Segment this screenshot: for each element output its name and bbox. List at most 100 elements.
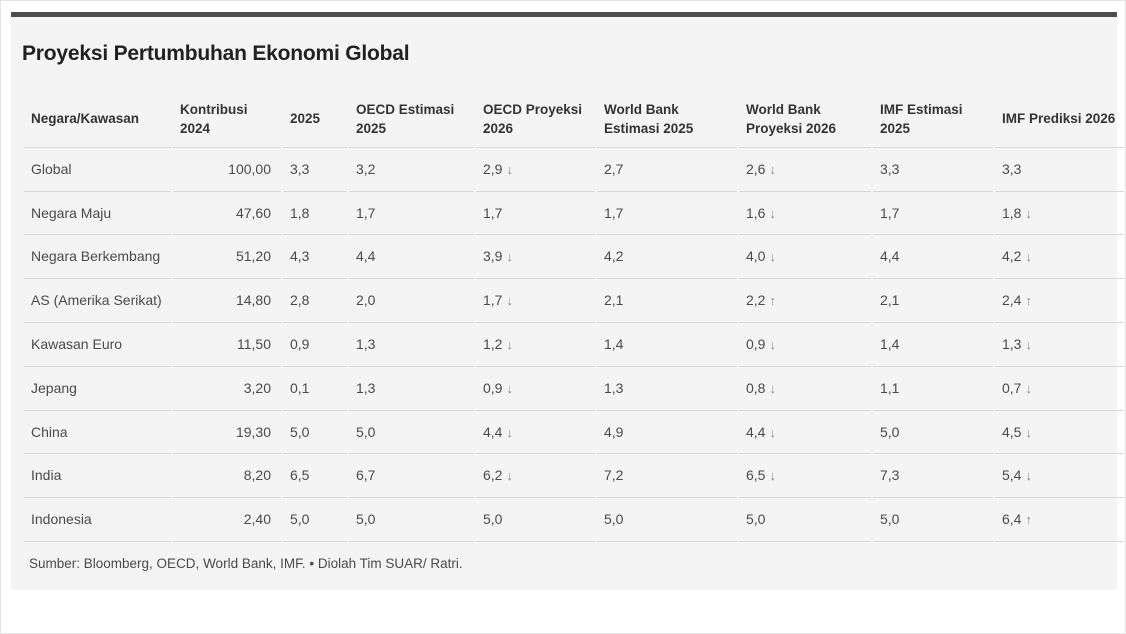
cell-value: 8,20 — [243, 467, 271, 484]
table-cell: 4,2 ↓ — [995, 235, 1124, 280]
projections-table: Negara/Kawasan Kontribusi 2024 2025 OECD Es… — [22, 93, 1126, 542]
cell-value: 2,40 — [243, 511, 271, 528]
cell-value: 1,3 — [356, 379, 376, 396]
cell-value: 2,2 — [746, 292, 766, 309]
source-note: Sumber: Bloomberg, OECD, World Bank, IMF… — [29, 555, 463, 571]
table-cell: 2,0 — [349, 279, 474, 323]
cell-value: 2,9 — [483, 160, 503, 177]
table-cell: 1,1 — [873, 367, 993, 411]
cell-value: 7,2 — [604, 467, 624, 484]
cell-value: 6,7 — [356, 467, 376, 484]
down-arrow-icon: ↓ — [506, 424, 513, 440]
table-cell: 2,7 — [597, 148, 737, 192]
cell-value: 1,8 — [290, 204, 310, 221]
table-cell: 1,8 — [283, 192, 347, 236]
down-arrow-icon: ↓ — [769, 468, 776, 484]
table-cell: 0,1 — [283, 367, 347, 411]
table-cell: 3,3 — [995, 148, 1124, 192]
cell-value: 2,6 — [746, 160, 766, 177]
cell-value: 5,0 — [290, 423, 310, 440]
table-cell: 4,2 — [597, 235, 737, 280]
cell-value: 4,4 — [356, 248, 376, 265]
table-cell: 5,0 — [739, 498, 871, 542]
cell-value: 5,0 — [880, 423, 900, 440]
down-arrow-icon: ↓ — [506, 293, 513, 309]
table-cell: 1,3 ↓ — [995, 323, 1124, 367]
cell-value: 19,30 — [235, 423, 271, 440]
cell-value: 1,7 — [483, 292, 503, 309]
cell-value: 5,0 — [746, 511, 766, 528]
table-cell: 1,3 — [349, 323, 474, 367]
table-cell: 2,8 — [283, 279, 347, 323]
down-arrow-icon: ↓ — [506, 161, 513, 177]
down-arrow-icon: ↓ — [506, 380, 513, 396]
row-label: Jepang — [24, 367, 171, 411]
table-row: Jepang 3,20 0,1 1,3 0,9 ↓ 1,3 0,8 ↓ 1,1 0,7 ↓ — [24, 367, 1124, 411]
cell-value: 5,0 — [290, 511, 310, 528]
table-cell: 5,0 — [873, 498, 993, 542]
row-label: Negara Maju — [24, 192, 171, 236]
column-header-9: IMF Prediksi 2026 — [995, 93, 1124, 148]
column-header-1: Negara/Kawasan — [24, 93, 171, 148]
cell-value: 3,9 — [483, 248, 503, 265]
cell-value: 4,2 — [604, 248, 624, 265]
table-cell: 5,4 ↓ — [995, 454, 1124, 499]
page-title: Proyeksi Pertumbuhan Ekonomi Global — [22, 42, 410, 65]
table-cell: 1,8 ↓ — [995, 192, 1124, 236]
table-cell: 2,1 — [873, 279, 993, 323]
cell-value: 5,0 — [356, 423, 376, 440]
cell-value: 0,8 — [746, 379, 766, 396]
table-cell: 5,0 — [283, 411, 347, 455]
cell-value: 1,7 — [880, 204, 900, 221]
cell-value: 1,7 — [483, 204, 503, 221]
cell-value: 5,0 — [880, 511, 900, 528]
row-label: Global — [24, 148, 171, 192]
cell-value: 0,9 — [483, 379, 503, 396]
cell-value: 47,60 — [235, 204, 271, 221]
cell-value: 1,8 — [1002, 204, 1022, 221]
cell-value: 1,1 — [880, 379, 900, 396]
cell-value: 2,1 — [604, 292, 624, 309]
table-row: India 8,20 6,5 6,7 6,2 ↓ 7,2 6,5 ↓ 7,3 5,4 ↓ — [24, 454, 1124, 499]
table-cell: 51,20 — [173, 235, 281, 280]
table-cell: 5,0 — [597, 498, 737, 542]
cell-value: 4,4 — [746, 423, 766, 440]
table-cell: 4,4 — [873, 235, 993, 280]
table-cell: 5,0 — [873, 411, 993, 455]
cell-value: 4,0 — [746, 248, 766, 265]
table-cell: 14,80 — [173, 279, 281, 323]
down-arrow-icon: ↓ — [506, 336, 513, 352]
table-cell: 1,7 — [476, 192, 595, 236]
table-cell: 1,7 ↓ — [476, 279, 595, 323]
down-arrow-icon: ↓ — [1025, 336, 1032, 352]
up-arrow-icon: ↑ — [769, 293, 776, 309]
up-arrow-icon: ↑ — [1025, 512, 1032, 528]
table-cell: 19,30 — [173, 411, 281, 455]
table-cell: 0,7 ↓ — [995, 367, 1124, 411]
table-cell: 0,9 ↓ — [739, 323, 871, 367]
cell-value: 3,20 — [243, 379, 271, 396]
table-cell: 5,0 — [349, 411, 474, 455]
table-cell: 4,4 ↓ — [739, 411, 871, 455]
cell-value: 5,0 — [356, 511, 376, 528]
cell-value: 3,2 — [356, 160, 376, 177]
column-header-7: World Bank Proyeksi 2026 — [739, 93, 871, 148]
table-row: Negara Berkembang 51,20 4,3 4,4 3,9 ↓ 4,2 4,0 ↓ 4… — [24, 235, 1124, 280]
cell-value: 100,00 — [228, 160, 271, 177]
cell-value: 4,5 — [1002, 423, 1022, 440]
cell-value: 1,6 — [746, 204, 766, 221]
table-cell: 6,5 ↓ — [739, 454, 871, 499]
cell-value: 6,4 — [1002, 511, 1022, 528]
cell-value: 0,7 — [1002, 379, 1022, 396]
table-cell: 3,3 — [873, 148, 993, 192]
table-cell: 2,6 ↓ — [739, 148, 871, 192]
down-arrow-icon: ↓ — [769, 380, 776, 396]
table-cell: 4,0 ↓ — [739, 235, 871, 280]
table-cell: 4,4 — [349, 235, 474, 280]
down-arrow-icon: ↓ — [769, 249, 776, 265]
cell-value: 4,2 — [1002, 248, 1022, 265]
table-cell: 4,4 ↓ — [476, 411, 595, 455]
table-cell: 1,3 — [597, 367, 737, 411]
cell-value: 0,9 — [290, 335, 310, 352]
cell-value: 4,9 — [604, 423, 624, 440]
